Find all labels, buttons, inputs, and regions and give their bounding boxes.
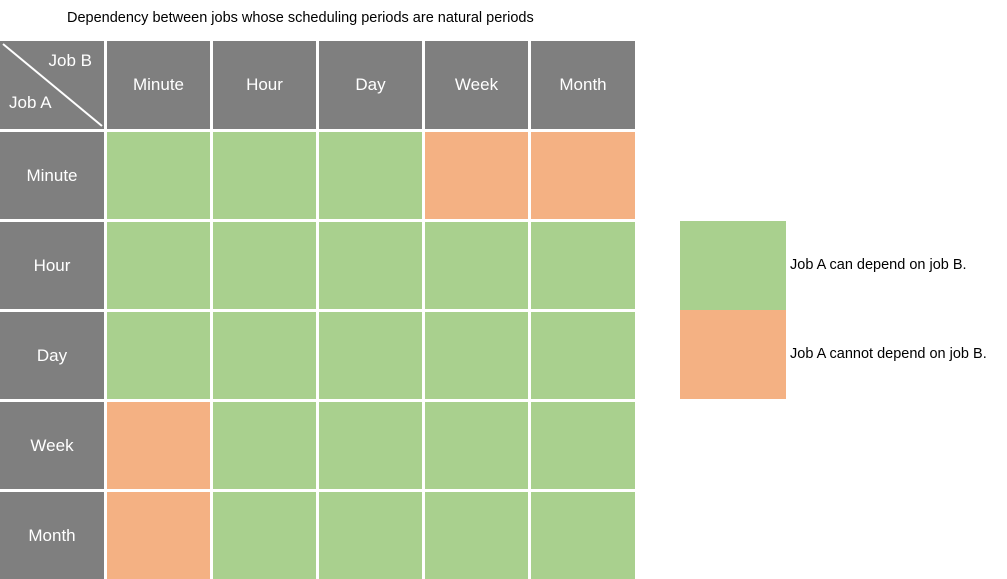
- diagram-title: Dependency between jobs whose scheduling…: [67, 10, 534, 26]
- matrix-cell-can: [531, 492, 635, 579]
- matrix-cell-can: [107, 132, 210, 219]
- matrix-cell-cannot: [107, 402, 210, 489]
- matrix-cell-can: [213, 492, 316, 579]
- matrix-cell-can: [213, 132, 316, 219]
- column-header-month: Month: [531, 41, 635, 129]
- matrix-cell-cannot: [531, 132, 635, 219]
- matrix-cell-can: [107, 222, 210, 309]
- matrix-cell-can: [425, 312, 528, 399]
- matrix-cell-can: [319, 222, 422, 309]
- matrix-cell-can: [213, 402, 316, 489]
- column-header-day: Day: [319, 41, 422, 129]
- column-header-minute: Minute: [107, 41, 210, 129]
- dependency-matrix: Job B Job A Minute Hour Day Week Month M…: [0, 41, 636, 579]
- row-header-month: Month: [0, 492, 104, 579]
- legend-label-can: Job A can depend on job B.: [790, 257, 967, 273]
- column-header-week: Week: [425, 41, 528, 129]
- matrix-cell-cannot: [107, 492, 210, 579]
- matrix-cell-can: [319, 402, 422, 489]
- matrix-cell-can: [107, 312, 210, 399]
- matrix-cell-can: [213, 222, 316, 309]
- corner-header: Job B Job A: [0, 41, 104, 129]
- matrix-cell-can: [531, 402, 635, 489]
- matrix-cell-can: [425, 402, 528, 489]
- row-header-day: Day: [0, 312, 104, 399]
- matrix-cell-can: [531, 312, 635, 399]
- matrix-cell-can: [425, 222, 528, 309]
- row-header-week: Week: [0, 402, 104, 489]
- matrix-cell-can: [531, 222, 635, 309]
- matrix-cell-cannot: [425, 132, 528, 219]
- legend-swatch-can: [680, 221, 786, 310]
- corner-diagonal: [2, 43, 103, 127]
- row-axis-label: Job A: [9, 93, 52, 112]
- matrix-cell-can: [319, 132, 422, 219]
- row-header-minute: Minute: [0, 132, 104, 219]
- column-header-hour: Hour: [213, 41, 316, 129]
- column-axis-label: Job B: [48, 51, 92, 70]
- matrix-cell-can: [425, 492, 528, 579]
- legend-swatch-cannot: [680, 310, 786, 399]
- row-header-hour: Hour: [0, 222, 104, 309]
- matrix-cell-can: [319, 492, 422, 579]
- legend-label-cannot: Job A cannot depend on job B.: [790, 346, 987, 362]
- matrix-cell-can: [213, 312, 316, 399]
- matrix-cell-can: [319, 312, 422, 399]
